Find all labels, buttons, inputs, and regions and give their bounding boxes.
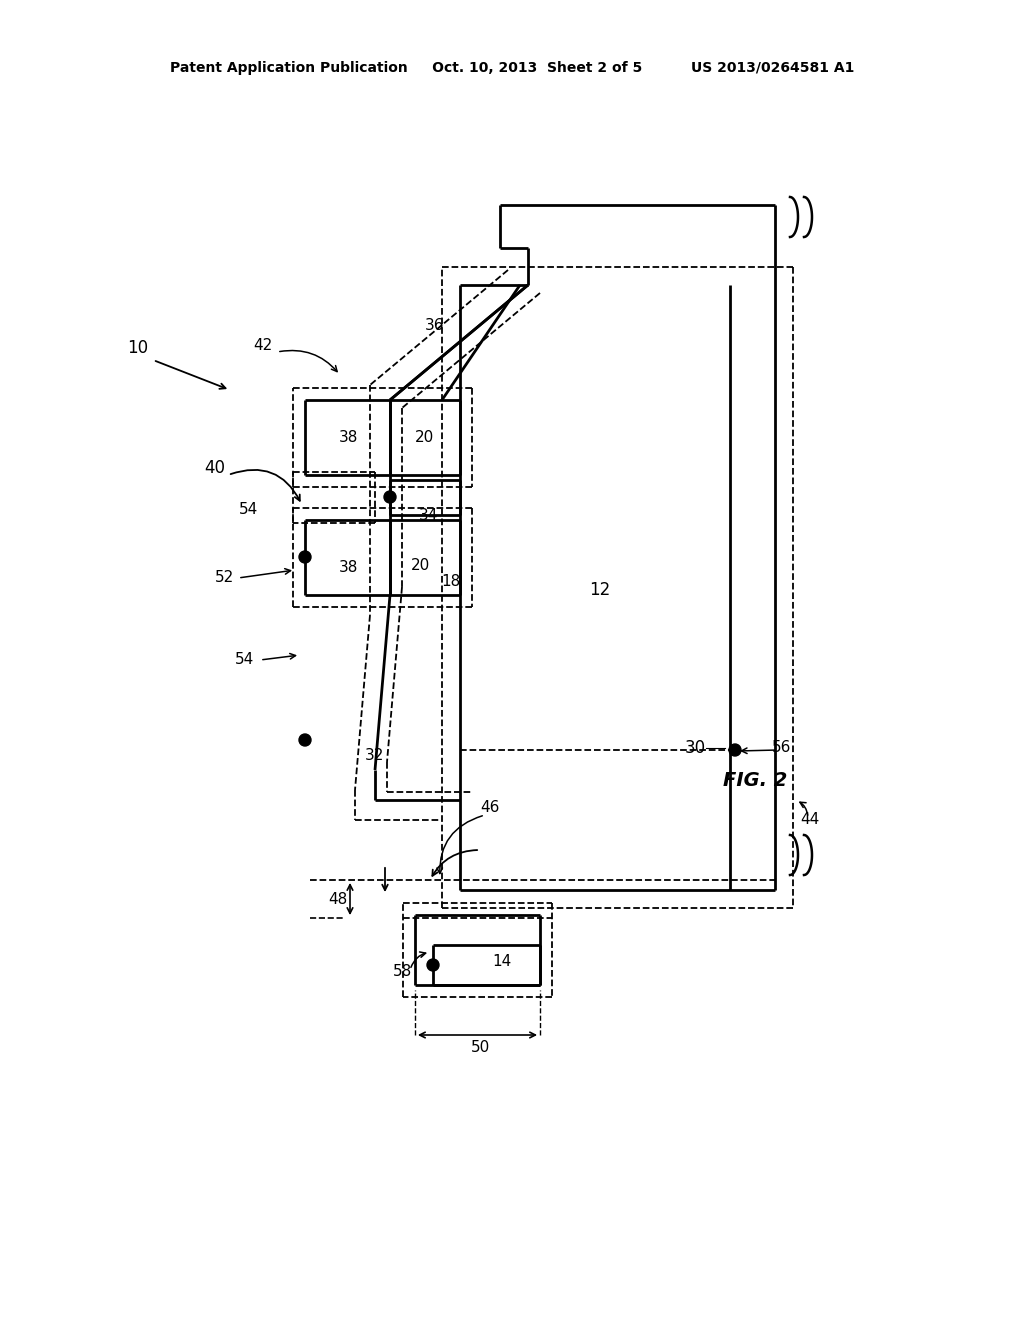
Text: 40: 40 bbox=[205, 459, 225, 477]
Text: 20: 20 bbox=[416, 429, 434, 445]
Text: 36: 36 bbox=[425, 318, 444, 333]
Text: 12: 12 bbox=[590, 581, 610, 599]
Text: 30: 30 bbox=[684, 739, 706, 756]
Text: 48: 48 bbox=[329, 892, 347, 908]
Circle shape bbox=[299, 734, 311, 746]
Circle shape bbox=[384, 491, 396, 503]
Text: 14: 14 bbox=[493, 954, 512, 969]
Text: 54: 54 bbox=[239, 503, 258, 517]
Text: 10: 10 bbox=[127, 339, 148, 356]
Circle shape bbox=[299, 550, 311, 564]
Text: Patent Application Publication     Oct. 10, 2013  Sheet 2 of 5          US 2013/: Patent Application Publication Oct. 10, … bbox=[170, 61, 854, 75]
Text: 18: 18 bbox=[441, 574, 461, 590]
Text: 44: 44 bbox=[801, 813, 819, 828]
Circle shape bbox=[729, 744, 741, 756]
Circle shape bbox=[427, 960, 439, 972]
Text: 38: 38 bbox=[338, 561, 357, 576]
Text: 58: 58 bbox=[392, 965, 412, 979]
Text: 20: 20 bbox=[412, 557, 431, 573]
Text: 56: 56 bbox=[772, 741, 792, 755]
Text: 50: 50 bbox=[470, 1040, 489, 1056]
Text: 46: 46 bbox=[480, 800, 500, 816]
Text: 42: 42 bbox=[253, 338, 272, 352]
Text: 38: 38 bbox=[338, 429, 357, 445]
Text: 32: 32 bbox=[366, 747, 385, 763]
Text: FIG. 2: FIG. 2 bbox=[723, 771, 787, 789]
Text: 34: 34 bbox=[419, 507, 437, 523]
Text: 52: 52 bbox=[215, 570, 234, 586]
Text: 54: 54 bbox=[236, 652, 255, 668]
